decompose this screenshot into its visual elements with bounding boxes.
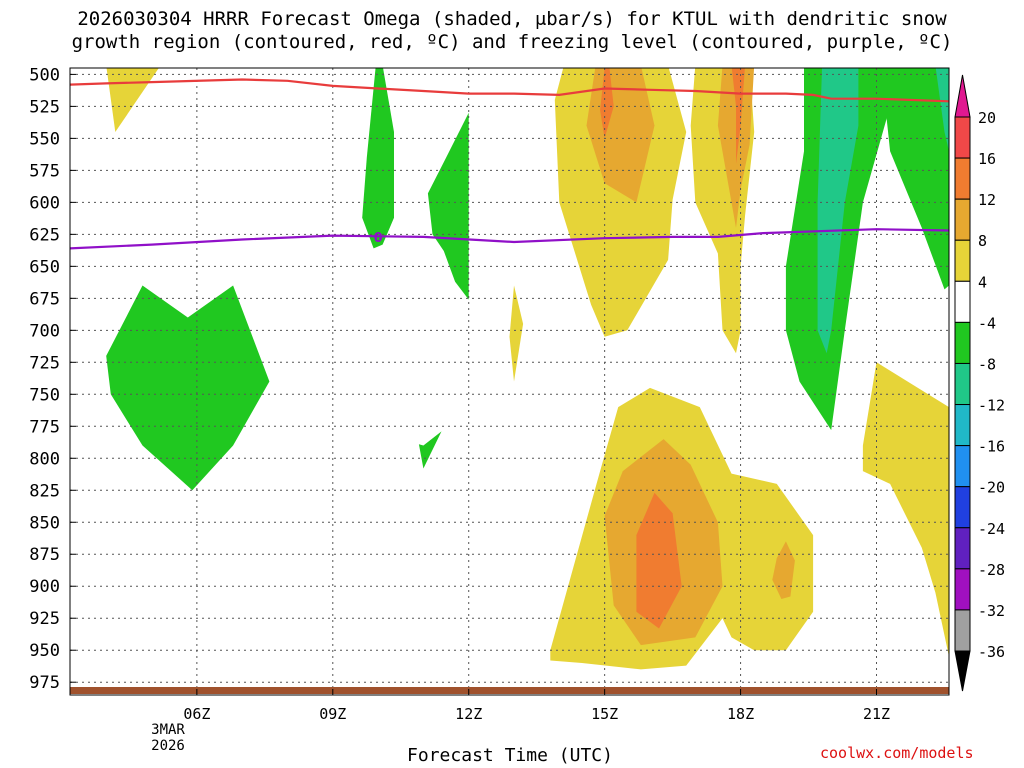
colorbar-band-0 bbox=[954, 116, 971, 159]
y-tick-label-775: 775 bbox=[29, 417, 60, 437]
x-axis-title: Forecast Time (UTC) bbox=[407, 745, 613, 766]
y-tick-label-500: 500 bbox=[29, 65, 60, 85]
date-label: 3MAR 2026 bbox=[128, 722, 208, 754]
grid-lines bbox=[70, 68, 949, 695]
colorbar-band-9 bbox=[954, 486, 971, 529]
y-tick-label-975: 975 bbox=[29, 673, 60, 693]
y-tick-label-675: 675 bbox=[29, 289, 60, 309]
colorbar-label-6: -8 bbox=[978, 355, 996, 373]
colorbar-band-3 bbox=[954, 239, 971, 282]
colorbar-label-3: 8 bbox=[978, 232, 987, 250]
colorbar-label-5: -4 bbox=[978, 314, 996, 332]
x-tick-label-21Z: 21Z bbox=[863, 705, 890, 723]
chart-title-line-1: 2026030304 HRRR Forecast Omega (shaded, … bbox=[77, 8, 947, 30]
colorbar-bottom-arrow bbox=[954, 650, 971, 692]
colorbar-band-1 bbox=[954, 157, 971, 200]
omega-region-2 bbox=[362, 68, 394, 249]
omega-shading bbox=[106, 68, 949, 670]
omega-region-19 bbox=[636, 492, 682, 629]
colorbar: 20 16 12 8 4 -4 -8 -12 -16 -20 -24 -28 -32 -36 bbox=[954, 74, 1005, 692]
colorbar-band-12 bbox=[954, 609, 971, 652]
date-label-day: 3MAR bbox=[151, 722, 185, 738]
y-tick-label-700: 700 bbox=[29, 321, 60, 341]
omega-region-11 bbox=[731, 68, 745, 164]
y-tick-label-900: 900 bbox=[29, 577, 60, 597]
terrain-ground-strip bbox=[70, 687, 949, 694]
colorbar-band-7 bbox=[954, 404, 971, 447]
colorbar-band-10 bbox=[954, 527, 971, 570]
y-tick-label-800: 800 bbox=[29, 449, 60, 469]
y-tick-label-925: 925 bbox=[29, 609, 60, 629]
x-tick-label-06Z: 06Z bbox=[183, 705, 210, 723]
credit-link[interactable]: coolwx.com/models bbox=[820, 744, 974, 762]
freezing-level-line bbox=[70, 228, 949, 250]
y-tick-label-650: 650 bbox=[29, 257, 60, 277]
omega-region-4 bbox=[418, 431, 442, 469]
y-tick-label-725: 725 bbox=[29, 353, 60, 373]
omega-region-13 bbox=[817, 68, 859, 354]
colorbar-label-0: 20 bbox=[978, 109, 996, 127]
colorbar-label-12: -32 bbox=[978, 602, 1005, 620]
omega-region-1 bbox=[106, 285, 270, 491]
y-tick-label-850: 850 bbox=[29, 513, 60, 533]
y-tick-label-750: 750 bbox=[29, 385, 60, 405]
colorbar-label-9: -20 bbox=[978, 479, 1005, 497]
freezing-level-zero-label: 0 bbox=[374, 231, 383, 246]
x-tick-label-15Z: 15Z bbox=[591, 705, 618, 723]
x-tick-label-18Z: 18Z bbox=[727, 705, 754, 723]
omega-region-15 bbox=[935, 68, 949, 152]
omega-region-14 bbox=[881, 68, 949, 290]
y-tick-label-825: 825 bbox=[29, 481, 60, 501]
colorbar-label-1: 16 bbox=[978, 150, 996, 168]
omega-region-16 bbox=[862, 362, 949, 657]
colorbar-band-11 bbox=[954, 568, 971, 611]
omega-region-10 bbox=[717, 68, 755, 228]
colorbar-label-8: -16 bbox=[978, 438, 1005, 456]
dgz-contour-line bbox=[70, 78, 949, 103]
omega-region-20 bbox=[772, 541, 795, 599]
colorbar-label-4: 4 bbox=[978, 273, 987, 291]
colorbar-band-6 bbox=[954, 362, 971, 406]
y-tick-label-625: 625 bbox=[29, 225, 60, 245]
colorbar-band-4 bbox=[954, 280, 971, 323]
colorbar-top-arrow bbox=[954, 74, 971, 118]
colorbar-label-11: -28 bbox=[978, 561, 1005, 579]
y-axis-ticks: 500 525 550 575 600 625 650 675 700 725 750 775 800 8… bbox=[29, 65, 76, 693]
omega-region-3 bbox=[427, 112, 469, 300]
colorbar-label-10: -24 bbox=[978, 520, 1005, 538]
chart-title-line-2: growth region (contoured, red, ºC) and f… bbox=[71, 31, 953, 53]
y-tick-label-950: 950 bbox=[29, 641, 60, 661]
y-tick-label-600: 600 bbox=[29, 193, 60, 213]
chart-title: 2026030304 HRRR Forecast Omega (shaded, … bbox=[0, 8, 1024, 54]
y-tick-label-875: 875 bbox=[29, 545, 60, 565]
omega-region-8 bbox=[600, 68, 614, 139]
x-tick-label-12Z: 12Z bbox=[455, 705, 482, 723]
omega-region-6 bbox=[554, 68, 687, 337]
colorbar-band-8 bbox=[954, 445, 971, 488]
x-tick-label-09Z: 09Z bbox=[319, 705, 346, 723]
x-axis-ticks: 06Z 09Z 12Z 15Z 18Z 21Z bbox=[183, 689, 890, 723]
colorbar-band-2 bbox=[954, 198, 971, 241]
y-tick-label-575: 575 bbox=[29, 161, 60, 181]
y-tick-label-550: 550 bbox=[29, 129, 60, 149]
colorbar-label-2: 12 bbox=[978, 191, 996, 209]
colorbar-label-13: -36 bbox=[978, 643, 1005, 661]
date-label-year: 2026 bbox=[151, 738, 185, 754]
y-tick-label-525: 525 bbox=[29, 97, 60, 117]
colorbar-label-7: -12 bbox=[978, 397, 1005, 415]
omega-region-0 bbox=[106, 68, 159, 132]
plot-frame bbox=[69, 67, 950, 696]
contour-lines bbox=[70, 78, 949, 250]
omega-region-5 bbox=[509, 285, 524, 382]
colorbar-band-5 bbox=[954, 321, 971, 364]
